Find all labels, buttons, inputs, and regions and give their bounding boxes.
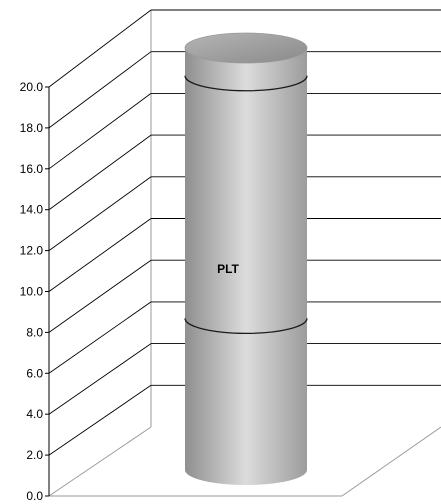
cylinder-body xyxy=(185,48,307,485)
floor-left-edge xyxy=(48,426,152,497)
y-tick-label: 2.0 xyxy=(26,448,43,462)
gridline-diagonal xyxy=(48,301,152,374)
cylinder-band-line xyxy=(184,318,308,335)
y-tick-label: 18.0 xyxy=(20,121,44,135)
y-tick-label: 10.0 xyxy=(20,285,44,299)
series-label: PLT xyxy=(217,262,239,276)
y-tick-label: 14.0 xyxy=(20,203,44,217)
gridline-diagonal xyxy=(48,93,152,170)
gridline-diagonal xyxy=(48,9,152,88)
y-tick-label: 0.0 xyxy=(26,489,43,503)
y-tick-label: 16.0 xyxy=(20,162,44,176)
cylinder-band-line xyxy=(184,75,308,92)
gridline-diagonal xyxy=(48,343,152,415)
y-tick-label: 4.0 xyxy=(26,407,43,421)
y-tick-label: 20.0 xyxy=(20,80,44,94)
cylinder-top xyxy=(184,32,308,64)
gridline-diagonal xyxy=(48,176,152,251)
gridline-diagonal xyxy=(48,134,152,211)
y-tick-label: 8.0 xyxy=(26,325,43,339)
gridline-diagonal xyxy=(48,384,152,456)
y-tick-label: 12.0 xyxy=(20,244,44,258)
gridline-diagonal xyxy=(48,51,152,129)
y-axis-ticks: 0.0 2.0 4.0 6.0 8.0 10.0 12.0 14.0 16.0 18.0 20.0 xyxy=(20,80,49,503)
cylinder-series: PLT xyxy=(184,32,308,485)
y-tick-label: 6.0 xyxy=(26,366,43,380)
gridline-diagonal xyxy=(48,259,152,333)
floor-right-edge xyxy=(341,426,441,497)
gridline-diagonal xyxy=(48,218,152,292)
